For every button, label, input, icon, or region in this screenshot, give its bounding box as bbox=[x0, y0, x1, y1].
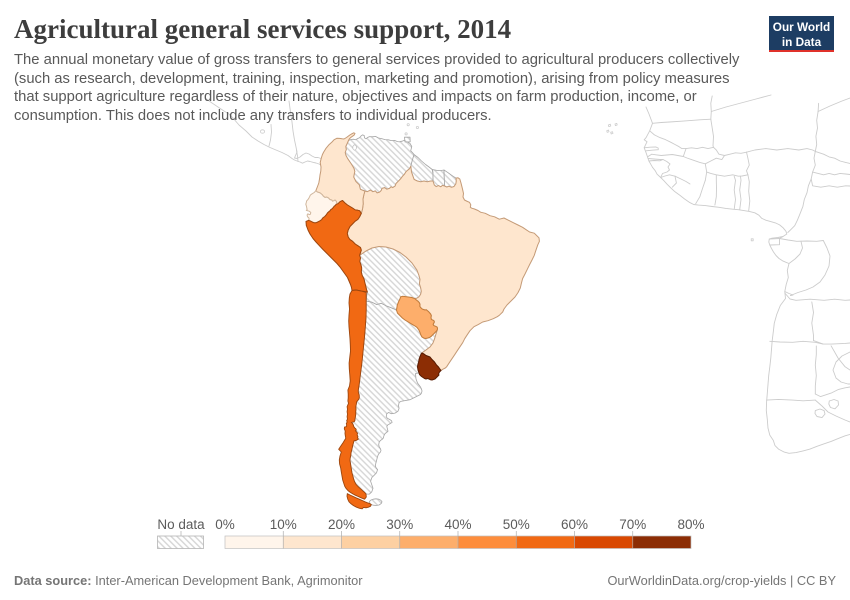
svg-text:10%: 10% bbox=[270, 517, 297, 532]
svg-text:30%: 30% bbox=[386, 517, 413, 532]
svg-text:50%: 50% bbox=[503, 517, 530, 532]
svg-text:60%: 60% bbox=[561, 517, 588, 532]
svg-text:20%: 20% bbox=[328, 517, 355, 532]
svg-text:40%: 40% bbox=[444, 517, 471, 532]
svg-text:70%: 70% bbox=[619, 517, 646, 532]
svg-text:No data: No data bbox=[157, 517, 205, 532]
svg-text:0%: 0% bbox=[215, 517, 235, 532]
svg-text:80%: 80% bbox=[677, 517, 704, 532]
